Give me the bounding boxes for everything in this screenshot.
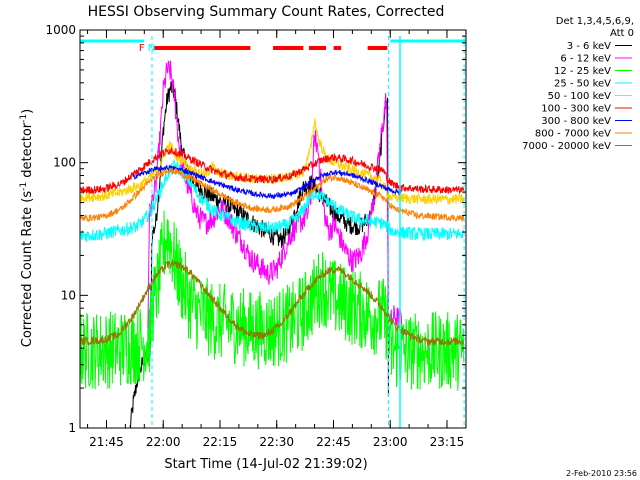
- x-tick-label-1: 21:45: [89, 435, 124, 449]
- annotation-2: N: [148, 43, 155, 54]
- x-tick-label-3: 22:15: [203, 435, 238, 449]
- series-line-1: [129, 81, 389, 429]
- x-axis-label: Start Time (14-Jul-02 21:39:02): [164, 457, 367, 472]
- x-tick-label-4: 22:30: [259, 435, 294, 449]
- y-tick-label-4: 1000: [45, 23, 76, 37]
- x-tick-label-5: 22:45: [316, 435, 351, 449]
- y-axis-label-exp2: -1: [19, 114, 29, 123]
- x-tick-label-6: 23:00: [373, 435, 408, 449]
- legend-header-line1: Det 1,3,4,5,6,9,: [556, 16, 634, 27]
- y-axis-label-mid: detector: [20, 122, 35, 182]
- legend: Det 1,3,4,5,6,9, Att 0 3 - 6 keV 6 - 12 k…: [522, 16, 634, 152]
- legend-label-6: 100 - 300 keV: [541, 104, 611, 115]
- y-axis-label: Corrected Count Rate (s-1 detector-1): [19, 109, 35, 347]
- axes-layer: 21:45 22:00 22:15 22:30 22:45 23:00 23:15 1 10 10…: [45, 23, 467, 449]
- series-line-7: [132, 164, 402, 200]
- data-layer: [79, 60, 465, 429]
- y-axis-label-suffix: ): [20, 109, 35, 114]
- plot-frame: [79, 29, 467, 429]
- x-tick-label-2: 22:00: [146, 435, 181, 449]
- legend-label-8: 800 - 7000 keV: [535, 129, 611, 140]
- legend-label-1: 3 - 6 keV: [567, 41, 611, 52]
- legend-header-line2: Att 0: [610, 28, 634, 39]
- annotation-1: F: [139, 43, 145, 54]
- series-line-2: [147, 60, 403, 337]
- legend-label-9: 7000 - 20000 keV: [522, 141, 611, 152]
- y-tick-label-3: 100: [53, 156, 76, 170]
- y-axis-label-exp1: -1: [19, 182, 29, 191]
- legend-label-7: 300 - 800 keV: [541, 116, 611, 127]
- legend-label-3: 12 - 25 keV: [554, 66, 611, 77]
- y-tick-label-2: 10: [61, 288, 76, 302]
- legend-label-2: 6 - 12 keV: [560, 54, 611, 65]
- x-tick-label-7: 23:15: [430, 435, 465, 449]
- legend-label-5: 50 - 100 keV: [548, 91, 612, 102]
- legend-label-4: 25 - 50 keV: [554, 79, 611, 90]
- footer-date: 2-Feb-2010 23:56: [566, 469, 637, 478]
- y-axis-label-prefix: Corrected Count Rate (s: [20, 191, 35, 348]
- chart-title: HESSI Observing Summary Count Rates, Cor…: [88, 4, 445, 20]
- y-tick-label-1: 1: [68, 421, 76, 435]
